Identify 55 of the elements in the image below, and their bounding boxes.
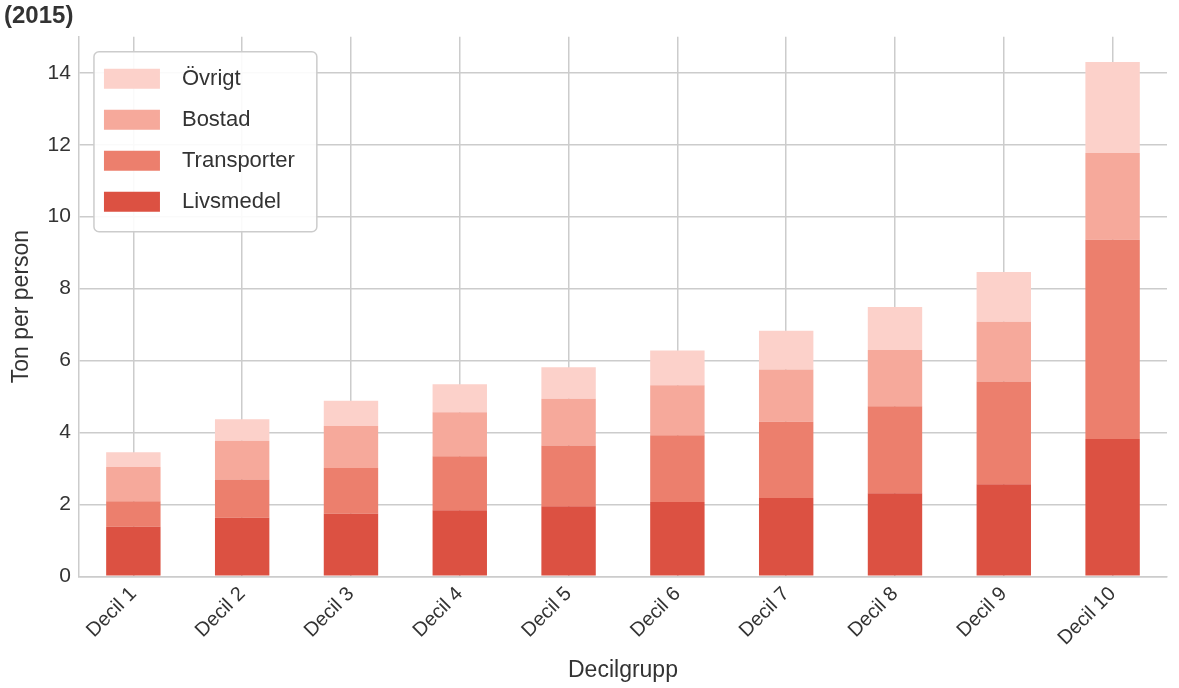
legend-label: Övrigt bbox=[181, 64, 241, 90]
bar bbox=[650, 350, 705, 386]
bar bbox=[541, 367, 596, 399]
legend-label: Livsmedel bbox=[181, 187, 282, 213]
bar bbox=[650, 435, 705, 502]
bar bbox=[976, 381, 1031, 485]
bar bbox=[214, 517, 270, 576]
y-tick-label: 14 bbox=[47, 59, 72, 83]
bar bbox=[214, 440, 270, 480]
y-tick-label: 8 bbox=[59, 275, 71, 299]
y-tick-label: 2 bbox=[59, 491, 71, 515]
bar bbox=[758, 497, 814, 576]
x-axis-title: Decilgrupp bbox=[568, 655, 678, 682]
bar bbox=[432, 412, 487, 457]
bar bbox=[1085, 61, 1140, 153]
bar bbox=[214, 419, 270, 441]
bar bbox=[323, 513, 379, 576]
y-tick-label: 10 bbox=[47, 203, 71, 227]
bar bbox=[867, 406, 923, 494]
chart-title: (2015) bbox=[4, 1, 74, 29]
bar bbox=[106, 526, 161, 576]
bar bbox=[1085, 152, 1140, 240]
bar bbox=[758, 330, 814, 370]
bar bbox=[976, 484, 1031, 576]
y-axis-title: Ton per person bbox=[7, 229, 34, 384]
y-tick-label: 6 bbox=[59, 347, 71, 371]
bar bbox=[323, 468, 379, 514]
bar bbox=[323, 425, 379, 469]
bar bbox=[650, 501, 705, 576]
y-tick-label: 0 bbox=[59, 563, 71, 587]
bar bbox=[106, 501, 161, 527]
bar bbox=[758, 421, 814, 498]
bar bbox=[976, 272, 1031, 322]
bar bbox=[867, 350, 923, 407]
bar bbox=[1085, 239, 1140, 439]
bar bbox=[323, 400, 379, 426]
y-tick-label: 12 bbox=[47, 131, 71, 155]
legend-label: Transporter bbox=[181, 146, 295, 172]
bar bbox=[867, 493, 923, 576]
bar bbox=[432, 510, 487, 576]
bar bbox=[1085, 438, 1140, 576]
bar bbox=[541, 398, 596, 446]
y-tick-label: 4 bbox=[59, 419, 72, 443]
bar bbox=[106, 452, 161, 467]
bar bbox=[976, 321, 1031, 382]
bar bbox=[541, 506, 596, 576]
bar bbox=[541, 445, 596, 507]
bar bbox=[867, 306, 923, 351]
bar bbox=[214, 479, 270, 518]
legend-label: Bostad bbox=[181, 105, 251, 131]
bar bbox=[432, 456, 487, 511]
bar bbox=[106, 466, 161, 502]
bar bbox=[650, 385, 705, 436]
bar bbox=[432, 384, 487, 413]
bar bbox=[758, 369, 814, 422]
